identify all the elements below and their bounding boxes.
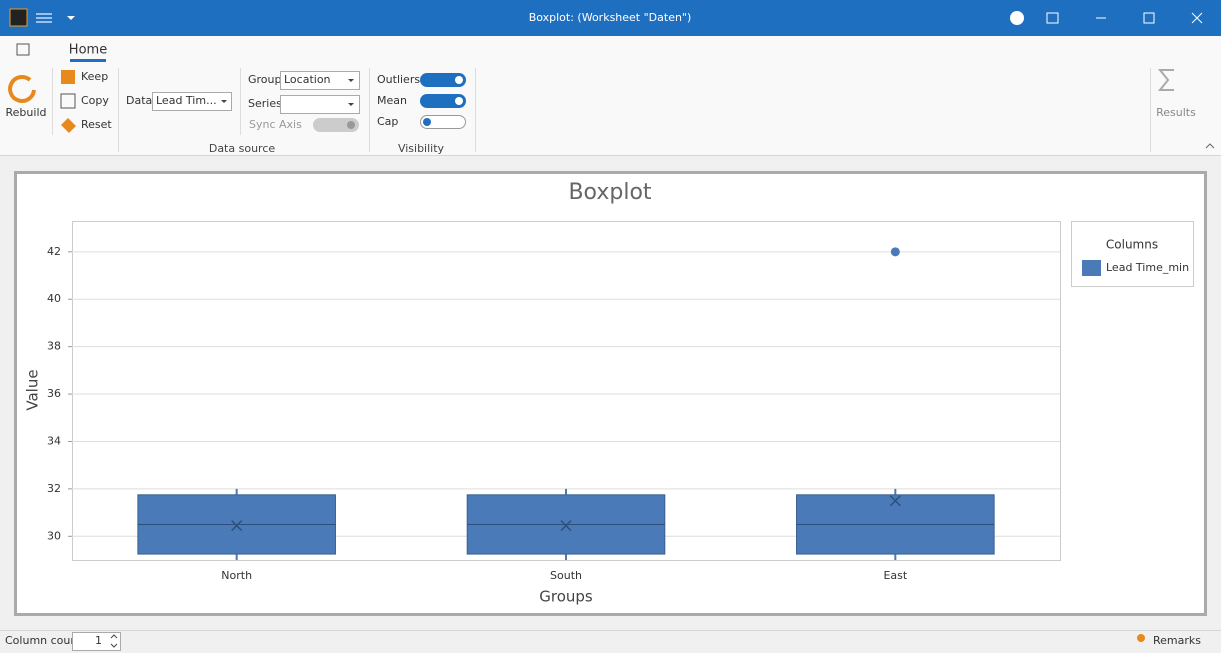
- y-tick-label: 38: [47, 340, 61, 353]
- x-tick-label: East: [883, 569, 907, 582]
- keep-button[interactable]: Keep: [81, 70, 108, 83]
- reset-button[interactable]: Reset: [81, 118, 112, 131]
- x-tick-label: South: [550, 569, 582, 582]
- group-value: Location: [284, 73, 331, 86]
- window-title: Boxplot: (Worksheet "Daten"): [529, 11, 692, 24]
- mean-label: Mean: [377, 94, 407, 107]
- column-count-label: Column count: [5, 634, 82, 647]
- group-dropdown[interactable]: [280, 71, 360, 90]
- mean-marker: [560, 520, 572, 532]
- help-button[interactable]: [1010, 11, 1024, 25]
- copy-button[interactable]: Copy: [81, 94, 109, 107]
- layout-button[interactable]: [1046, 12, 1059, 24]
- y-tick-label: 40: [47, 292, 61, 305]
- y-tick-label: 32: [47, 482, 61, 495]
- y-tick-label: 36: [47, 387, 61, 400]
- rebuild-icon[interactable]: [8, 74, 36, 103]
- chart-title: Boxplot: [568, 180, 651, 205]
- collapse-ribbon[interactable]: [1205, 143, 1215, 149]
- group-caption: Visibility: [398, 142, 445, 155]
- app-icon[interactable]: [9, 8, 28, 27]
- series-label: Series: [248, 97, 282, 110]
- toggle-knob: [455, 76, 463, 84]
- results-icon[interactable]: [1157, 69, 1174, 91]
- copy-icon[interactable]: [60, 93, 76, 109]
- y-tick-label: 30: [47, 529, 61, 542]
- legend-entry: Lead Time_min: [1106, 261, 1189, 274]
- menu-icon[interactable]: [36, 13, 52, 23]
- cap-label: Cap: [377, 115, 398, 128]
- legend: [1071, 221, 1194, 287]
- legend-swatch: [1082, 260, 1101, 276]
- column-count-spinner[interactable]: [72, 632, 121, 651]
- column-count-value: 1: [95, 634, 102, 647]
- x-tick-label: North: [221, 569, 252, 582]
- legend-title: Columns: [1106, 238, 1158, 252]
- data-value: Lead Tim...: [156, 94, 217, 107]
- y-tick-label: 34: [47, 434, 61, 447]
- group-label: Group: [248, 73, 282, 86]
- maximize-button[interactable]: [1143, 12, 1155, 24]
- outliers-label: Outliers: [377, 73, 420, 86]
- data-dropdown[interactable]: [152, 92, 232, 111]
- toggle[interactable]: [420, 115, 466, 129]
- status-bar: [0, 630, 1221, 653]
- close-button[interactable]: [1191, 12, 1203, 24]
- sync-axis-label: Sync Axis: [249, 118, 302, 131]
- data-label: Data: [126, 94, 152, 107]
- keep-icon[interactable]: [61, 70, 75, 84]
- quick-dropdown[interactable]: [67, 16, 75, 20]
- x-axis-label: Groups: [539, 588, 593, 606]
- home-tab[interactable]: Home: [69, 43, 107, 58]
- mean-marker: [231, 520, 243, 532]
- toggle[interactable]: [420, 73, 466, 87]
- tab-underline: [70, 59, 106, 62]
- reset-icon[interactable]: [61, 118, 76, 133]
- outlier: [890, 247, 900, 257]
- sync-axis-toggle: [313, 118, 359, 132]
- group-caption: Data source: [209, 142, 276, 155]
- results-button[interactable]: Results: [1156, 106, 1196, 119]
- toggle-knob: [455, 97, 463, 105]
- rebuild-button[interactable]: Rebuild: [6, 106, 47, 119]
- file-menu[interactable]: [16, 43, 30, 56]
- series-dropdown[interactable]: [280, 95, 360, 114]
- remarks-button[interactable]: Remarks: [1153, 634, 1201, 647]
- toggle-knob: [423, 118, 431, 126]
- toggle[interactable]: [420, 94, 466, 108]
- y-axis-label: Value: [24, 369, 42, 410]
- mean-marker: [889, 495, 901, 507]
- remarks-icon[interactable]: [1137, 634, 1145, 642]
- y-tick-label: 42: [47, 245, 61, 258]
- plot-frame: [72, 221, 1061, 561]
